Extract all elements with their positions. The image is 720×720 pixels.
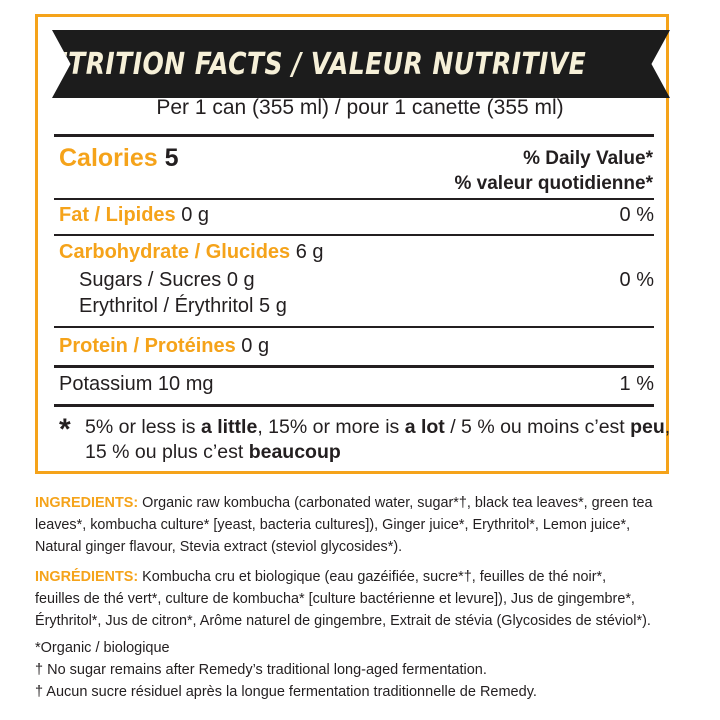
carbohydrate-amount: 6 g: [295, 241, 324, 263]
nutrition-title: NUTRITION FACTS / VALEUR NUTRITIVE: [25, 46, 587, 82]
fat-dv: 0 %: [619, 204, 654, 226]
title-banner: NUTRITION FACTS / VALEUR NUTRITIVE: [52, 30, 670, 98]
fat-amount: 0 g: [181, 204, 210, 226]
daily-value-mark: *: [645, 173, 653, 194]
footnote-text: / 5 % ou moins c’est: [444, 416, 631, 438]
erythritol-row: Erythritol / Érythritol 5 g: [79, 295, 654, 318]
fat-label: Fat / Lipides: [59, 204, 176, 226]
erythritol-text: Erythritol / Érythritol 5 g: [79, 295, 287, 317]
ingredients-fr-line-3: Érythritol*, Jus de citron*, Arôme natur…: [35, 613, 651, 629]
ingredients-fr-text: Kombucha cru et biologique (eau gazéifié…: [138, 569, 607, 585]
daily-value-fr-text: % valeur quotidienne: [454, 173, 646, 194]
potassium-label: Potassium 10 mg: [59, 373, 214, 395]
ingredients-en: INGREDIENTS: Organic raw kombucha (carbo…: [35, 492, 695, 558]
footnote-text: 15 % ou plus c’est: [85, 441, 249, 463]
calories-label: Calories: [59, 144, 158, 172]
protein-row: Protein / Protéines 0 g: [59, 335, 654, 358]
footnote-beaucoup: beaucoup: [248, 441, 341, 463]
organic-note: *Organic / biologique: [35, 640, 170, 656]
daily-value-en: % Daily Value*: [523, 148, 653, 170]
fat-row: Fat / Lipides 0 g 0 %: [59, 204, 654, 227]
divider-protein: [54, 365, 654, 368]
divider: [54, 326, 654, 328]
footnote-text: ,: [664, 416, 671, 438]
daily-value-en-text: % Daily Value: [523, 148, 646, 169]
daily-value-fr: % valeur quotidienne*: [455, 173, 654, 195]
ingredients-en-line-1: INGREDIENTS: Organic raw kombucha (carbo…: [35, 492, 690, 514]
ingredients-en-line-2: leaves*, kombucha culture* [yeast, bacte…: [35, 517, 631, 533]
sugars-text: Sugars / Sucres 0 g: [79, 269, 255, 291]
divider: [54, 234, 654, 236]
sugars-row: Sugars / Sucres 0 g 0 %: [79, 269, 654, 292]
potassium-row: Potassium 10 mg 1 %: [59, 373, 654, 396]
ingredients-en-label: INGREDIENTS:: [35, 495, 139, 511]
daily-value-mark: *: [645, 148, 653, 169]
serving-size: Per 1 can (355 ml) / pour 1 canette (355…: [156, 96, 564, 119]
ingredients-en-line-3: Natural ginger flavour, Stevia extract (…: [35, 539, 403, 555]
carbohydrate-row: Carbohydrate / Glucides 6 g: [59, 241, 654, 264]
ingredients-fr: INGRÉDIENTS: Kombucha cru et biologique …: [35, 566, 695, 632]
ingredients-fr-line-1: INGRÉDIENTS: Kombucha cru et biologique …: [35, 566, 690, 588]
divider: [54, 198, 654, 200]
divider-serving: [54, 134, 654, 137]
footnote-text: , 15% or more is: [257, 416, 405, 438]
protein-amount: 0 g: [241, 335, 270, 357]
sugars-dv: 0 %: [619, 269, 654, 291]
footnote-line-2: 15 % ou plus c’est beaucoup: [85, 440, 341, 465]
ingredients-fr-label: INGRÉDIENTS:: [35, 569, 139, 585]
calories-row: Calories 5: [59, 144, 179, 173]
footnote-a-lot: a lot: [404, 416, 445, 438]
ingredients-fr-line-2: feuilles de thé vert*, culture de kombuc…: [35, 591, 635, 607]
footnote-peu: peu: [630, 416, 665, 438]
asterisk-icon: *: [59, 413, 71, 446]
divider-potassium: [54, 404, 654, 407]
footnote-line-1: 5% or less is a little, 15% or more is a…: [85, 415, 670, 440]
dagger-note-fr: † Aucun sucre résiduel après la longue f…: [35, 684, 537, 700]
footnote-a-little: a little: [200, 416, 258, 438]
protein-label: Protein / Protéines: [59, 335, 236, 357]
dagger-note-en: † No sugar remains after Remedy’s tradit…: [35, 662, 487, 678]
carbohydrate-label: Carbohydrate / Glucides: [59, 241, 291, 263]
potassium-dv: 1 %: [619, 373, 654, 395]
calories-value: 5: [164, 144, 179, 172]
ingredients-en-text: Organic raw kombucha (carbonated water, …: [138, 495, 653, 511]
footnote-text: 5% or less is: [85, 416, 201, 438]
